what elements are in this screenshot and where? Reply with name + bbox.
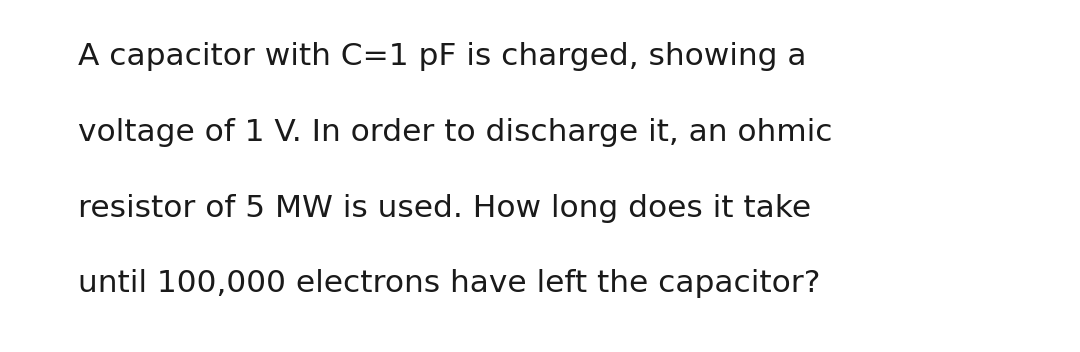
Text: voltage of 1 V. In order to discharge it, an ohmic: voltage of 1 V. In order to discharge it… [78, 118, 833, 147]
Text: A capacitor with C=1 pF is charged, showing a: A capacitor with C=1 pF is charged, show… [78, 42, 807, 71]
Text: resistor of 5 MW is used. How long does it take: resistor of 5 MW is used. How long does … [78, 194, 811, 222]
Text: until 100,000 electrons have left the capacitor?: until 100,000 electrons have left the ca… [78, 269, 820, 298]
